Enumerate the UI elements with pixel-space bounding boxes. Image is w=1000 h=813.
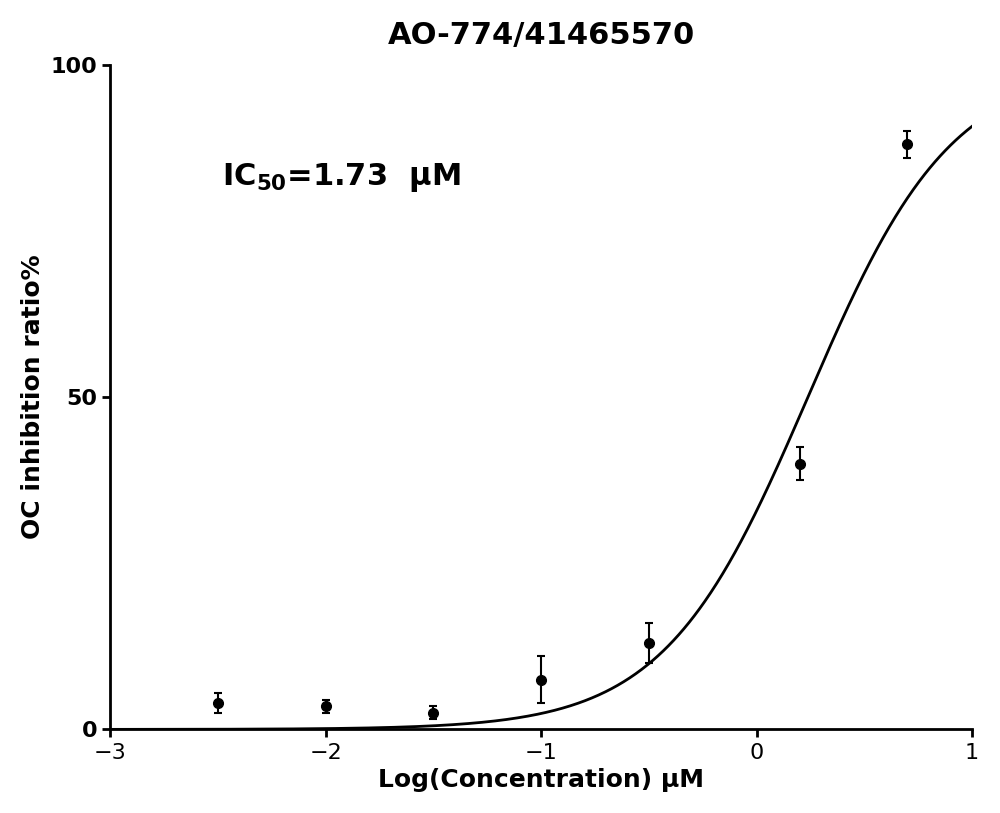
Y-axis label: OC inhibition ratio%: OC inhibition ratio% [21, 254, 45, 539]
X-axis label: Log(Concentration) μM: Log(Concentration) μM [378, 768, 704, 792]
Text: IC$_{\mathbf{50}}$=1.73  μM: IC$_{\mathbf{50}}$=1.73 μM [222, 161, 461, 194]
Title: AO-774/41465570: AO-774/41465570 [388, 21, 695, 50]
